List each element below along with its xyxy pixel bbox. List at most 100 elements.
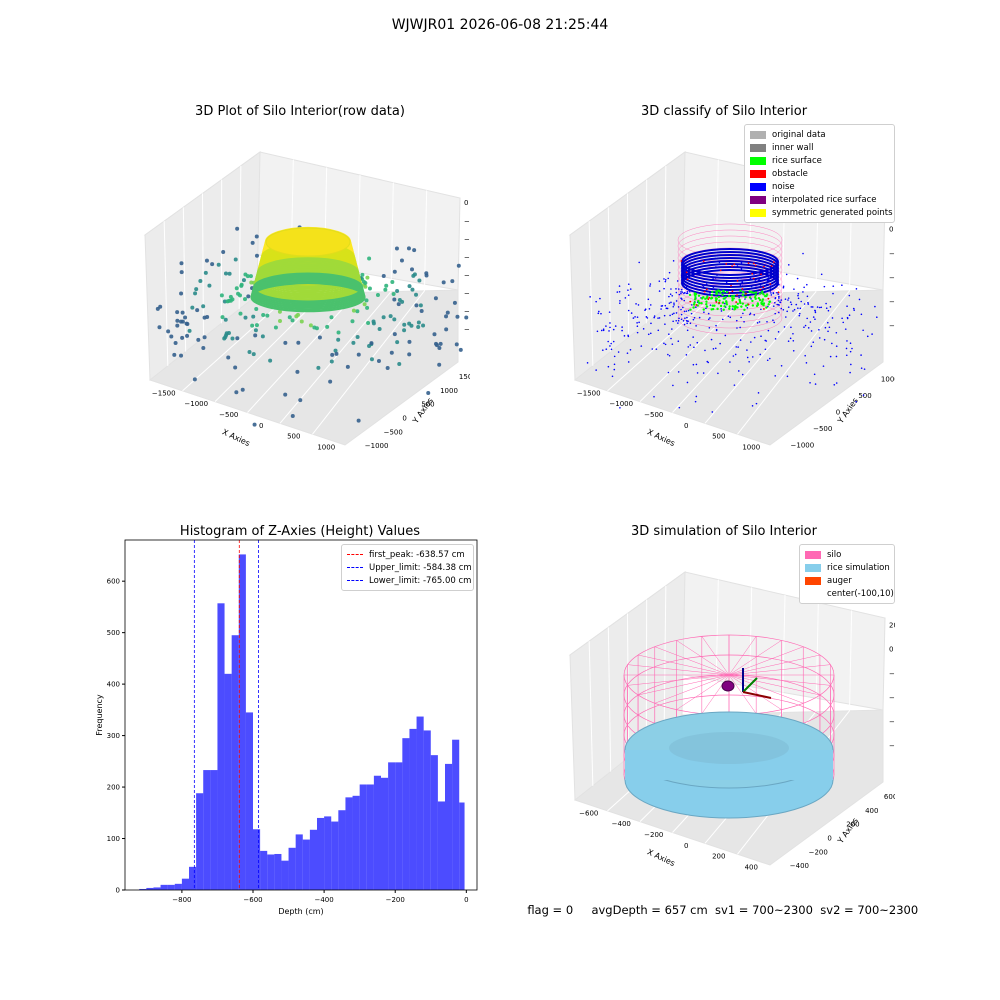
noise-point [681, 291, 684, 293]
noise-point [860, 367, 863, 369]
noise-point [664, 304, 667, 307]
grid-line [390, 182, 394, 292]
noise-point [616, 291, 619, 293]
noise-point [621, 329, 623, 332]
y-tick-label: 1000 [881, 375, 895, 383]
noise-point [665, 307, 668, 310]
histogram-chart[interactable]: −800 −600 −400 −200 0 0 100 200 300 400 500 600 Dept… [80, 530, 490, 920]
histogram-bar [409, 728, 417, 890]
noise-point [670, 337, 672, 340]
noise-point [642, 328, 645, 330]
raw-point [240, 387, 245, 392]
rice-surface-point [762, 293, 765, 296]
noise-point [810, 330, 813, 332]
noise-point [784, 298, 787, 300]
noise-point [649, 283, 652, 285]
legend-label: Lower_limit: -765.00 cm [369, 575, 472, 586]
noise-point [595, 369, 597, 371]
noise-point [807, 301, 809, 304]
raw-point [412, 248, 417, 253]
y-tick-label: 400 [107, 681, 120, 689]
noise-point [746, 349, 748, 351]
noise-point [774, 312, 777, 315]
noise-point [696, 372, 699, 374]
raw-point [202, 335, 207, 340]
rice-surface-point [743, 308, 746, 312]
noise-point [684, 317, 686, 319]
noise-point [833, 383, 836, 386]
legend-entry: inner wall [750, 141, 889, 154]
histogram-bar [437, 801, 445, 890]
noise-point [658, 317, 661, 319]
rice-surface-point [728, 307, 731, 310]
noise-point [627, 361, 630, 363]
noise-point [644, 309, 646, 312]
noise-point [678, 293, 681, 296]
noise-point [770, 294, 773, 296]
histogram-bar [288, 847, 296, 890]
noise-point [673, 302, 675, 304]
raw-point [351, 308, 356, 313]
raw-point [180, 319, 185, 324]
noise-point [598, 310, 600, 313]
rice-surface-point [768, 300, 772, 303]
noise-point [797, 307, 799, 309]
histogram-bar [281, 860, 289, 890]
noise-point [803, 303, 806, 305]
rice-surface-point [700, 297, 704, 300]
noise-point [688, 290, 691, 293]
noise-point [814, 318, 816, 321]
raw-top-surface [265, 227, 351, 257]
noise-point [787, 297, 790, 299]
axis-arrow-y [742, 677, 758, 693]
legend-entry: auger [805, 574, 889, 587]
raw-point [251, 314, 256, 319]
histogram-bar [146, 887, 154, 890]
y-tick-label: 0 [116, 887, 120, 895]
noise-point [609, 322, 611, 324]
obstacle-point [686, 278, 689, 281]
noise-point [787, 306, 790, 308]
legend-label: obstacle [772, 168, 808, 179]
noise-point [774, 375, 777, 377]
obstacle-point [708, 296, 711, 299]
raw-ring [250, 282, 366, 313]
noise-point [748, 360, 750, 363]
grid-line [663, 165, 667, 310]
obstacle-point [777, 291, 780, 294]
noise-point [736, 327, 738, 329]
legend-entry: Lower_limit: -765.00 cm [347, 574, 472, 587]
simulation-3d-plot[interactable]: −600−400−2000200400−400−2000200400600200… [565, 560, 895, 880]
noise-point [619, 406, 621, 409]
raw-point [392, 317, 397, 322]
noise-point [829, 355, 832, 358]
histogram-bar [153, 887, 161, 890]
rice-surface-point [722, 297, 725, 300]
x-tick-label: −1500 [577, 389, 601, 397]
raw-point [158, 304, 163, 309]
rice-surface-point [757, 296, 761, 300]
noise-point [785, 316, 787, 318]
raw-point [247, 349, 252, 354]
noise-point [589, 296, 591, 298]
rice-surface-point [693, 301, 696, 304]
raw-point [202, 315, 207, 320]
noise-point [668, 354, 671, 357]
raw-point [345, 364, 350, 369]
noise-point [670, 301, 672, 304]
noise-point [695, 363, 698, 366]
raw-point [196, 337, 201, 342]
noise-point [629, 288, 632, 290]
noise-point [692, 318, 695, 321]
x-tick-label: 1000 [742, 443, 760, 450]
noise-point [846, 340, 848, 342]
noise-point [627, 283, 630, 285]
rice-surface-point [705, 300, 708, 303]
noise-point [607, 340, 609, 343]
noise-point [731, 308, 734, 310]
raw-point [336, 330, 341, 335]
noise-point [768, 357, 771, 360]
noise-point [602, 329, 605, 332]
noise-point [825, 307, 828, 310]
